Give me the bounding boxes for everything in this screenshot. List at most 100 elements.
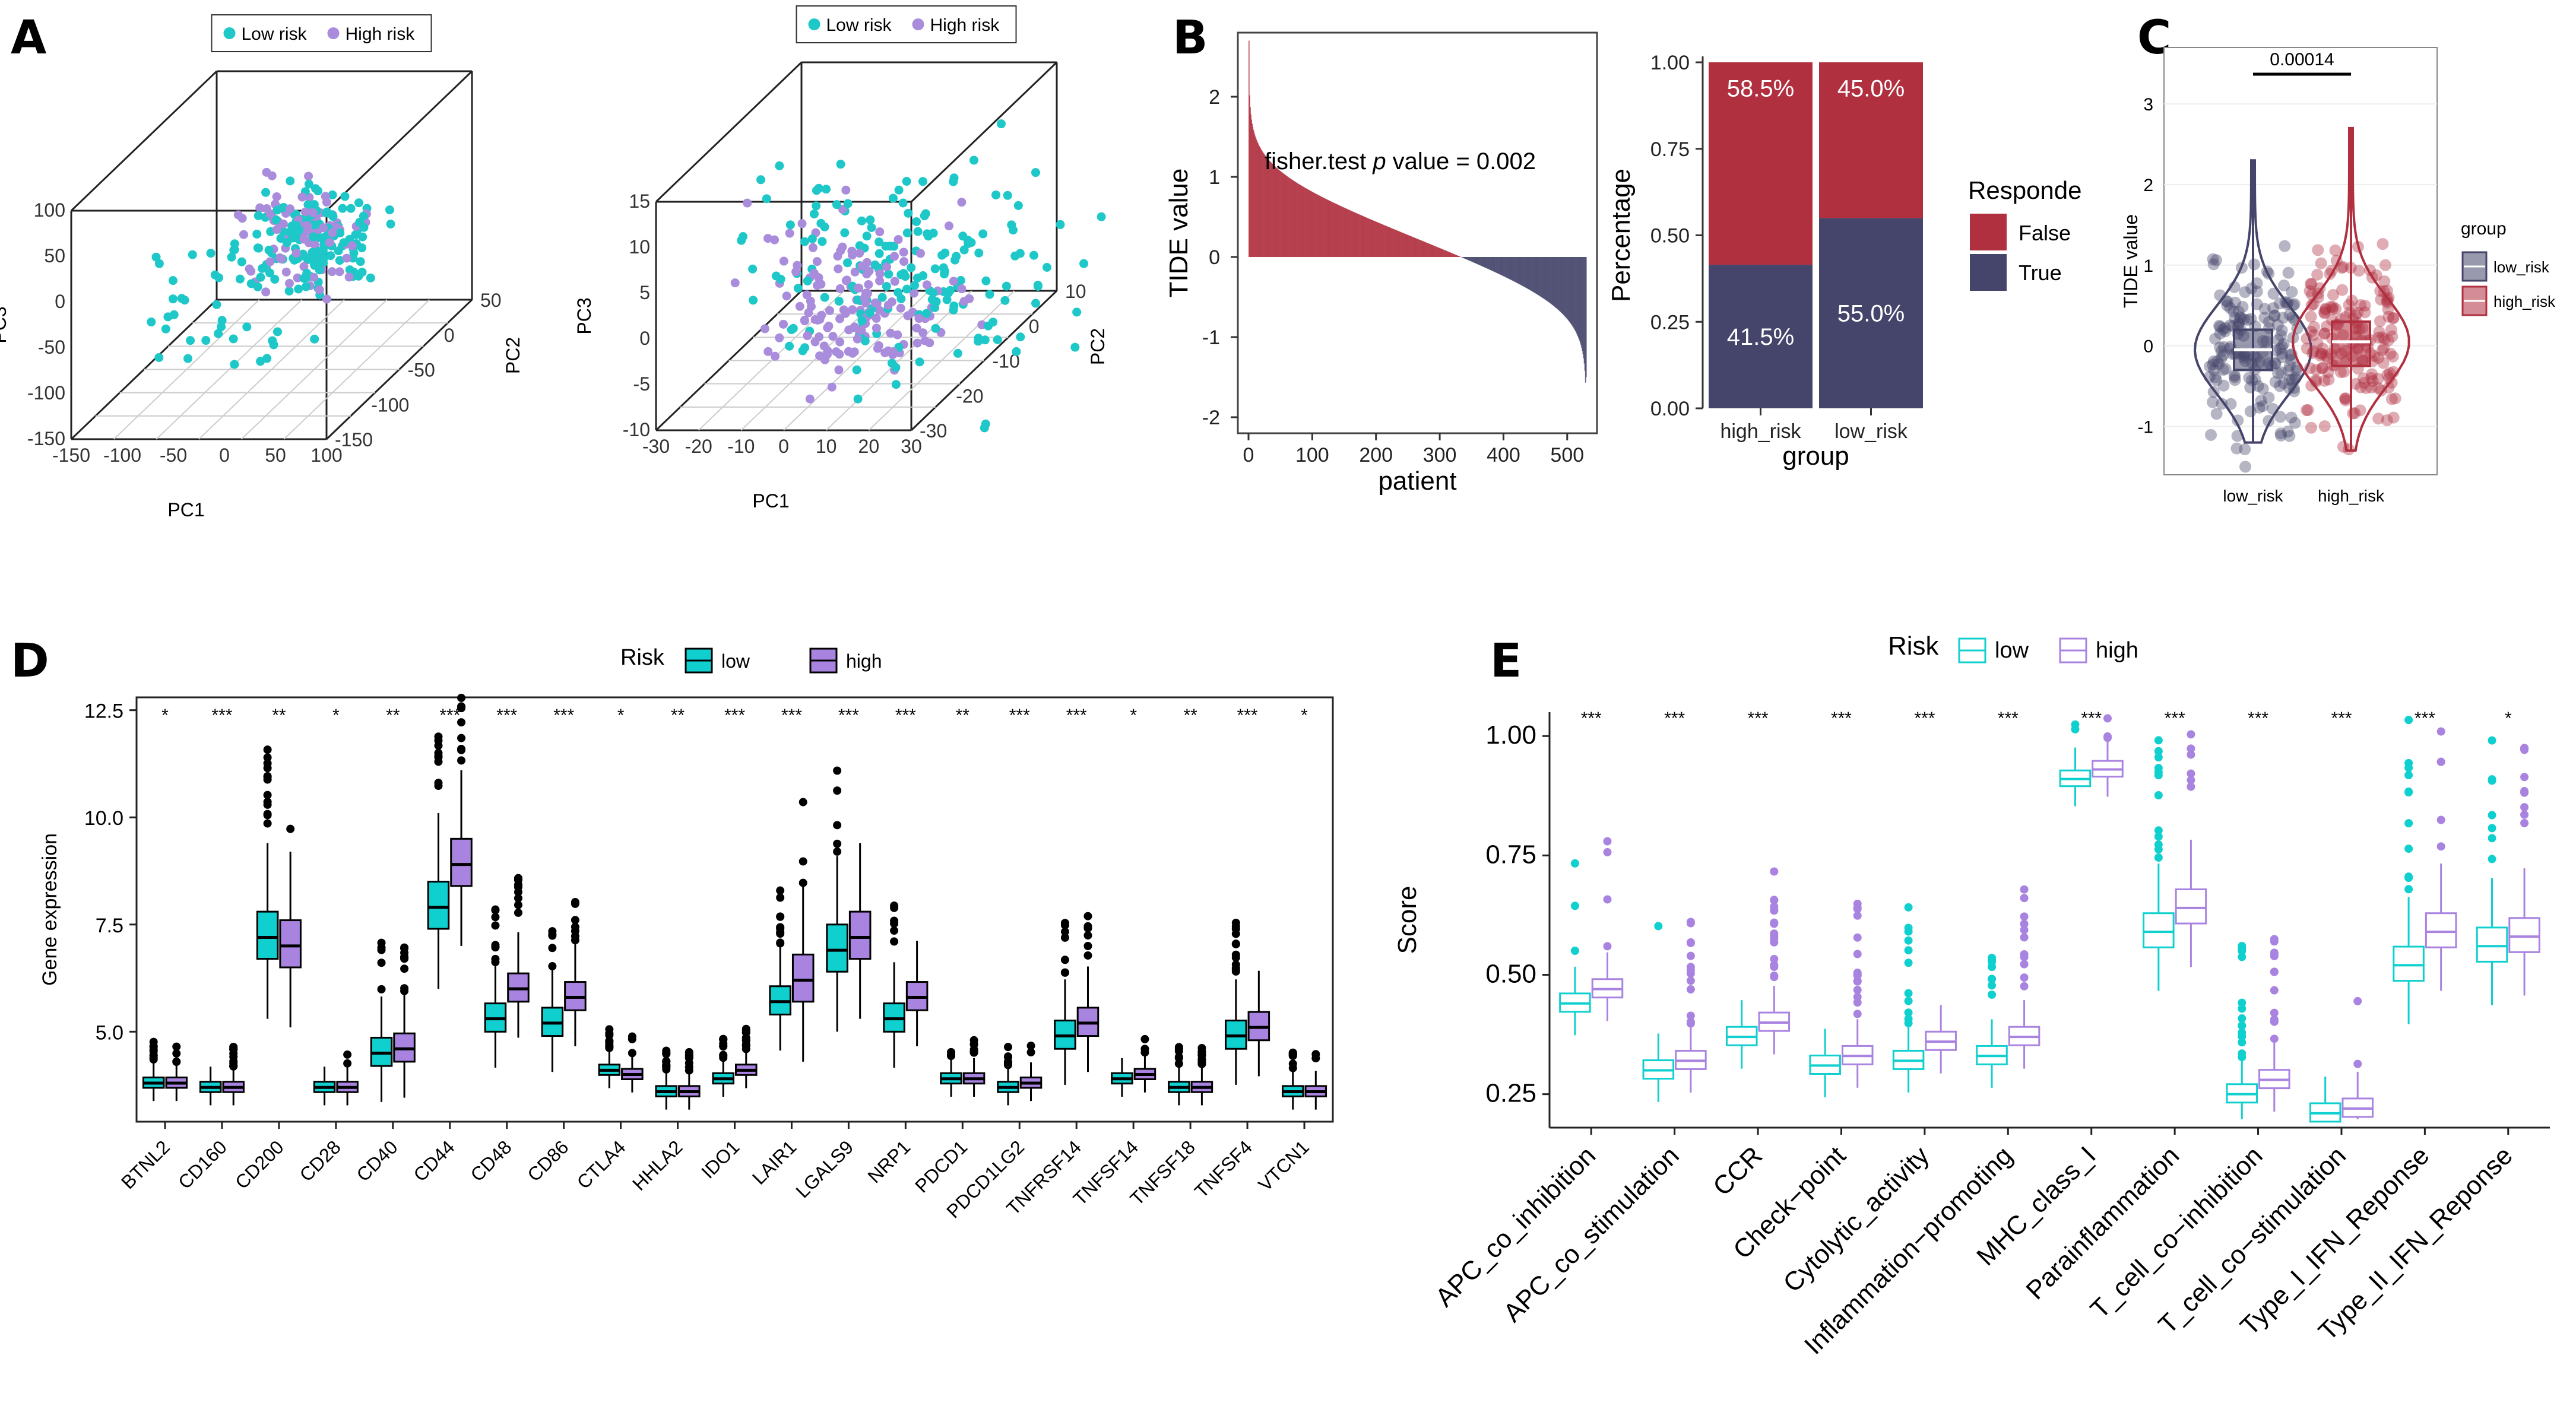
box [279, 919, 302, 969]
point-high [838, 205, 847, 214]
point-low [252, 229, 262, 239]
y-tick-label: -50 [408, 360, 435, 381]
jitter-point [2268, 310, 2281, 322]
waterfall-bar [1420, 240, 1421, 257]
waterfall-bar [1462, 257, 1464, 258]
jitter-point [2319, 303, 2331, 316]
waterfall-bar [1544, 257, 1545, 300]
waterfall-bar [1493, 257, 1494, 272]
jitter-point [2283, 364, 2295, 377]
outlier-point [719, 1042, 728, 1050]
jitter-point [2229, 312, 2241, 324]
waterfall-bar [1289, 178, 1291, 257]
bar-true [1819, 218, 1923, 408]
point-high [889, 252, 899, 261]
jitter-point [2219, 325, 2232, 338]
waterfall-bar [1380, 224, 1382, 257]
point-low [339, 238, 348, 247]
x-tick-label: VTCN1 [1254, 1136, 1313, 1195]
point-high [308, 208, 318, 217]
waterfall-bar [1495, 257, 1497, 273]
point-low [318, 246, 328, 256]
waterfall-bar [1492, 257, 1493, 271]
waterfall-bar [1270, 162, 1272, 257]
waterfall-bar [1303, 186, 1304, 257]
waterfall-bar [1319, 195, 1320, 257]
jitter-point [2365, 372, 2378, 385]
z-tick-label: -10 [623, 419, 650, 440]
waterfall-bar [1395, 230, 1397, 257]
jitter-point [2274, 429, 2287, 442]
point-high [842, 275, 851, 285]
point-high [797, 219, 807, 228]
z-tick-label: -100 [27, 382, 65, 404]
waterfall-bar [1249, 40, 1250, 257]
waterfall-bar [1535, 257, 1536, 294]
outlier-point [719, 1052, 728, 1061]
point-high [278, 219, 288, 228]
jitter-point [2283, 374, 2296, 386]
significance-label: *** [496, 706, 517, 725]
box [791, 953, 815, 1003]
point-high [743, 198, 752, 208]
point-low [931, 297, 941, 306]
point-low [186, 336, 195, 345]
outlier-point [2187, 750, 2195, 759]
outlier-point [491, 941, 500, 950]
legend-label: low [1995, 638, 2029, 663]
waterfall-bar [1297, 183, 1299, 257]
point-low [894, 185, 904, 195]
x-tick-label: high_risk [1720, 420, 1801, 443]
jitter-point [2283, 430, 2296, 442]
z-tick-label: -5 [633, 373, 650, 395]
jitter-point [2305, 299, 2318, 312]
jitter-point [2315, 347, 2328, 360]
point-high [899, 247, 908, 257]
jitter-point [2303, 285, 2316, 297]
jitter-point [2318, 307, 2331, 319]
jitter-point [2272, 334, 2285, 346]
waterfall-bar [1273, 166, 1275, 257]
waterfall-bar [1323, 198, 1325, 257]
jitter-point [2229, 296, 2241, 309]
outlier-point [742, 1036, 750, 1045]
point-high [890, 277, 899, 286]
point-high [281, 267, 291, 277]
waterfall-bar [1423, 241, 1424, 257]
outlier-point [628, 1032, 636, 1041]
waterfall-bar [1580, 257, 1581, 344]
waterfall-bar [1422, 241, 1424, 257]
outlier-point [2154, 853, 2163, 862]
outlier-point [2488, 775, 2496, 784]
outlier-point [890, 902, 899, 910]
outlier-point [947, 1048, 956, 1056]
point-low [217, 322, 226, 332]
waterfall-bar [1367, 218, 1368, 257]
outlier-point [2488, 736, 2496, 745]
point-low [852, 365, 861, 374]
x-tick-label: APC_co_inhibition [1430, 1141, 1601, 1312]
point-high [872, 323, 881, 333]
jitter-point [2282, 266, 2295, 279]
point-high [277, 254, 286, 264]
p-value-label: 0.00014 [2270, 50, 2334, 69]
outlier-point [776, 938, 785, 947]
point-low [188, 250, 197, 259]
legend-label: high [846, 650, 882, 672]
jitter-point [2282, 426, 2294, 438]
waterfall-bar [1304, 188, 1306, 257]
point-high [835, 337, 845, 347]
significance-label: *** [2165, 709, 2185, 728]
waterfall-bar [1259, 145, 1260, 257]
outlier-point [890, 937, 899, 946]
z-axis-title: PC3 [573, 297, 595, 334]
point-high [835, 284, 845, 293]
outlier-point [1083, 951, 1092, 960]
waterfall-bar [1368, 218, 1370, 257]
waterfall-bar [1285, 175, 1287, 257]
waterfall-bar [1253, 132, 1255, 257]
point-high [841, 185, 851, 195]
outlier-point [2238, 1004, 2247, 1013]
outlier-point [1603, 847, 1612, 856]
boxplot-D: 12.510.07.55.0*BTNL2***CD160**CD200*CD28… [39, 645, 1334, 1222]
